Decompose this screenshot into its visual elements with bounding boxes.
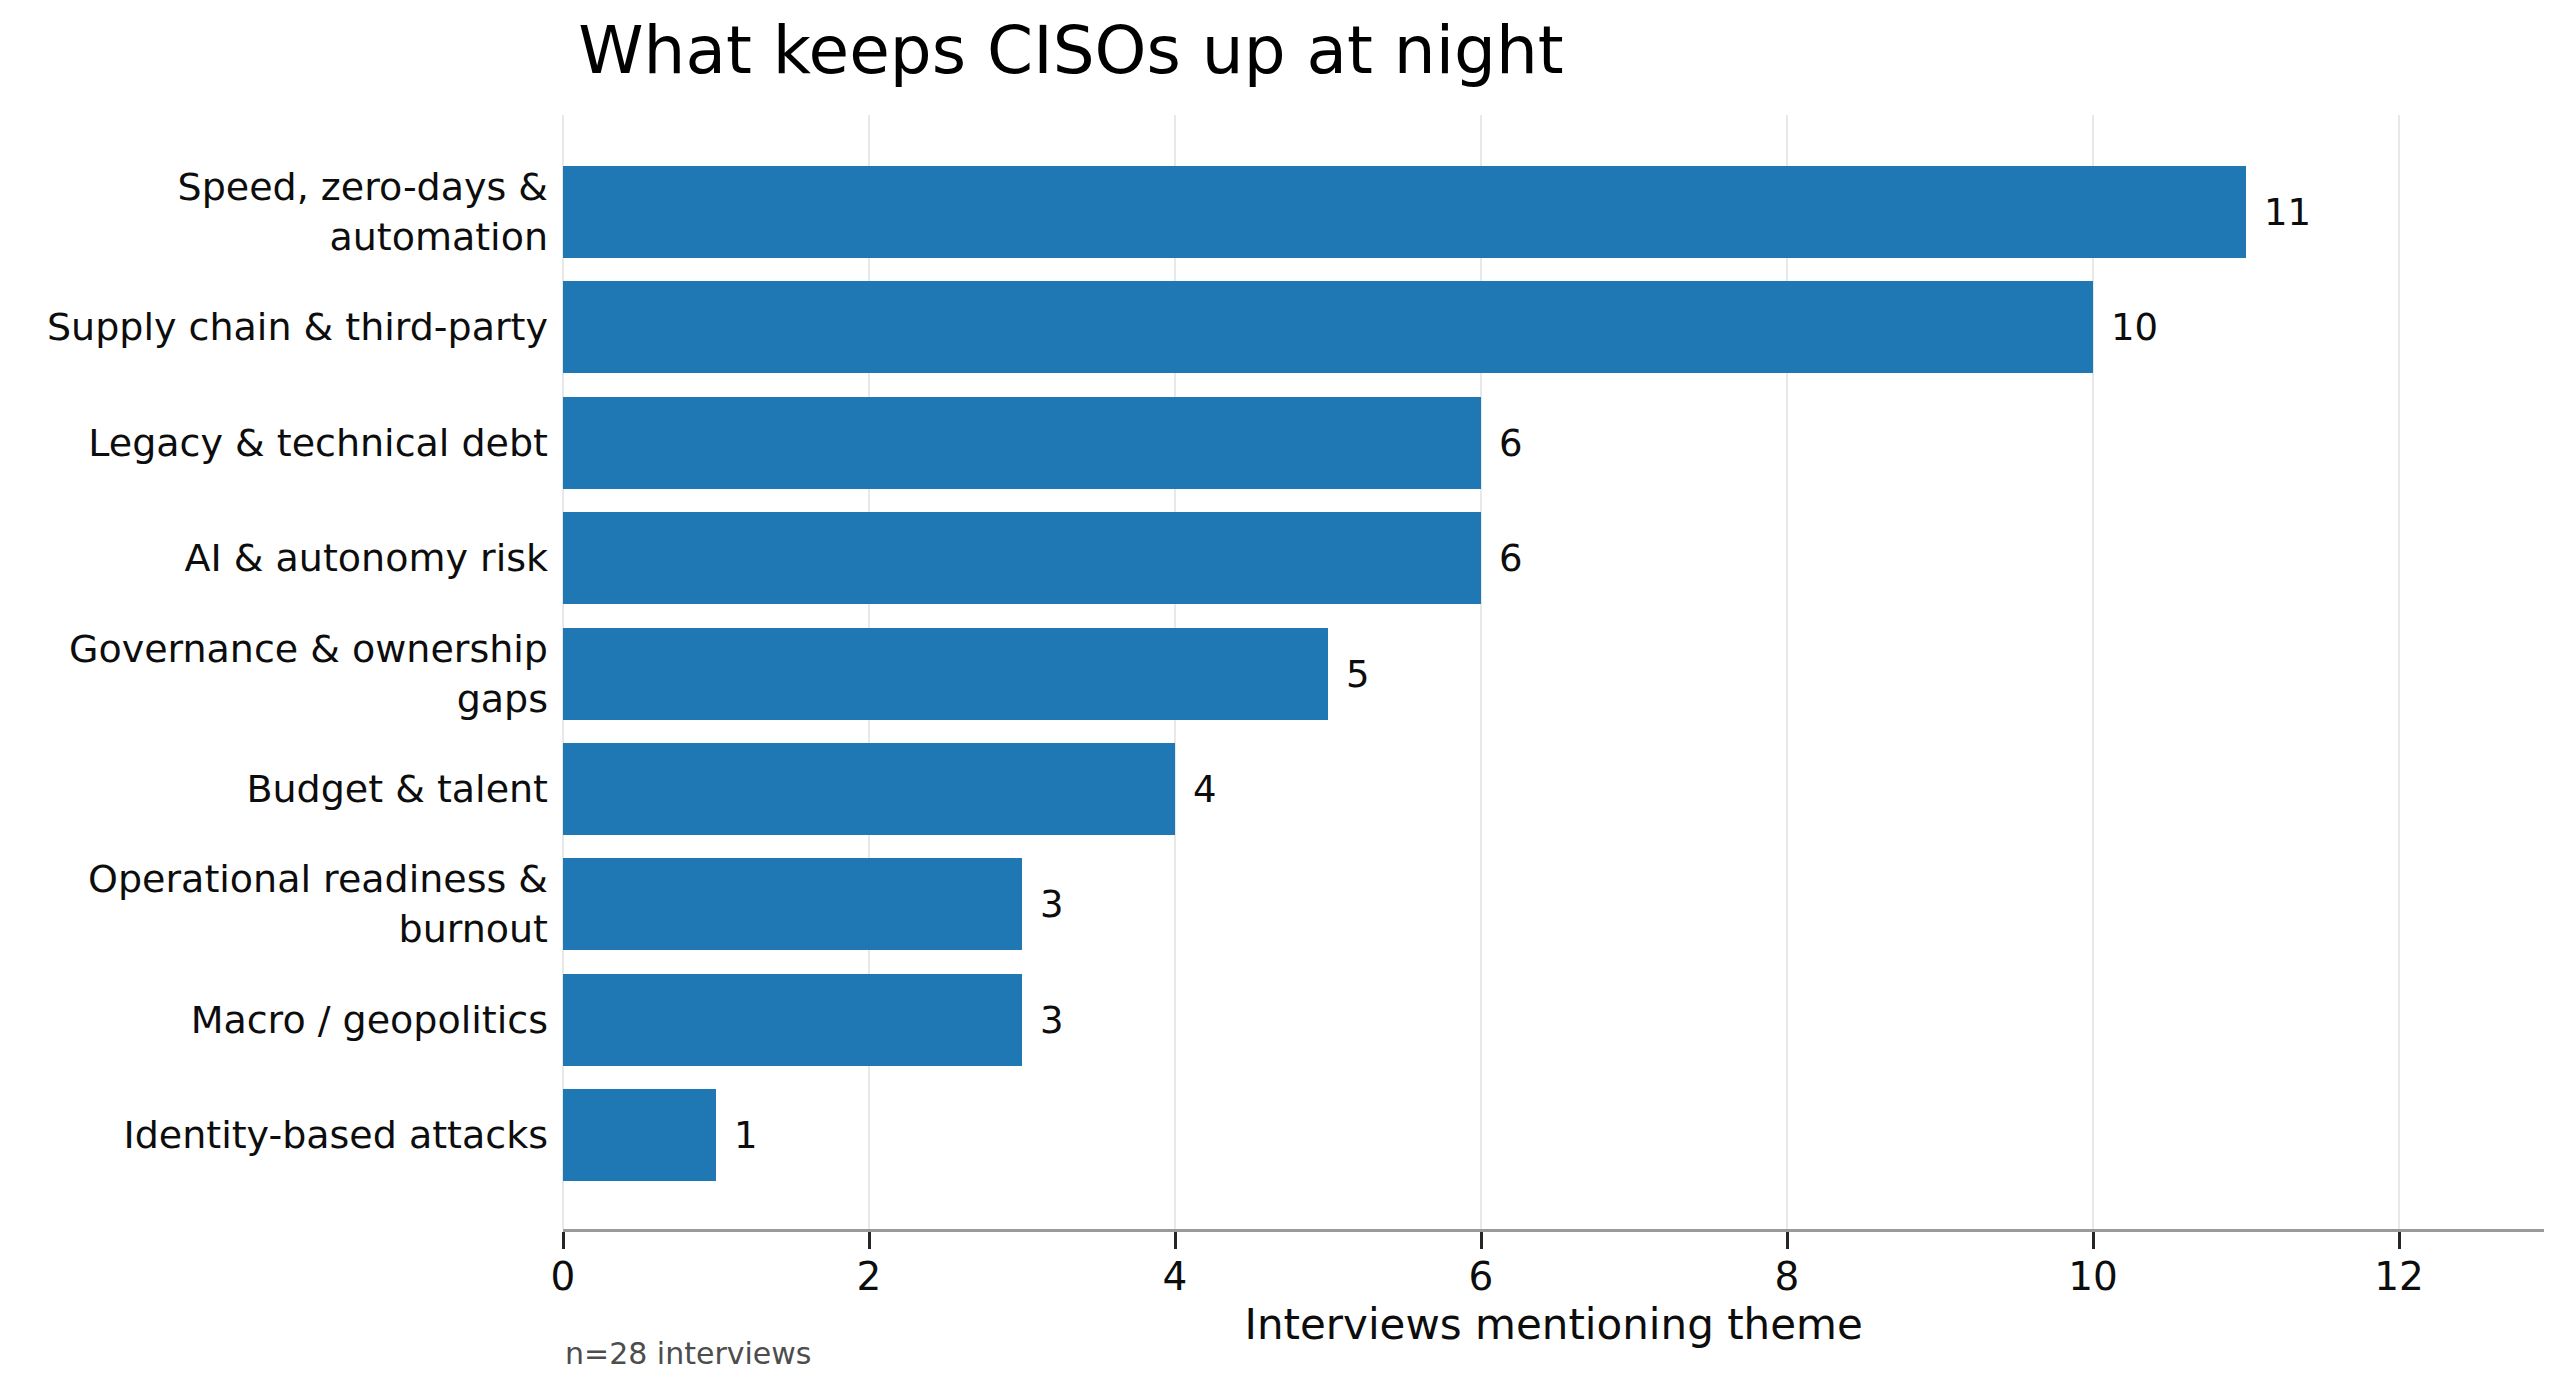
bar-value-label: 6 [1499, 537, 1523, 580]
bar [563, 974, 1022, 1066]
bar-value-label: 3 [1040, 998, 1064, 1041]
bar [563, 1089, 716, 1181]
bar-value-label: 4 [1193, 768, 1217, 811]
bar [563, 397, 1481, 489]
gridline [2398, 115, 2400, 1229]
x-axis-tick [2092, 1232, 2095, 1249]
category-label: Speed, zero-days & automation [0, 162, 548, 262]
x-axis-tick [2398, 1232, 2401, 1249]
x-axis-tick-label: 8 [1775, 1254, 1800, 1299]
bar-value-label: 1 [734, 1114, 758, 1157]
x-axis-tick-label: 4 [1163, 1254, 1188, 1299]
x-axis-tick-label: 6 [1469, 1254, 1494, 1299]
bar [563, 743, 1175, 835]
chart-title: What keeps CISOs up at night [0, 12, 2142, 89]
x-axis-tick [1174, 1232, 1177, 1249]
category-label: Legacy & technical debt [0, 418, 548, 468]
category-label: AI & autonomy risk [0, 533, 548, 583]
bar-chart-figure: What keeps CISOs up at night Speed, zero… [0, 0, 2560, 1396]
x-axis-tick [1786, 1232, 1789, 1249]
category-label: Macro / geopolitics [0, 995, 548, 1045]
x-axis-label: Interviews mentioning theme [563, 1300, 2544, 1349]
x-axis-line [563, 1229, 2544, 1232]
x-axis-tick-label: 2 [857, 1254, 882, 1299]
bar-value-label: 5 [1346, 652, 1370, 695]
x-axis-tick [868, 1232, 871, 1249]
sample-size-footnote: n=28 interviews [565, 1336, 811, 1371]
category-label: Operational readiness & burnout [0, 854, 548, 954]
x-axis-tick-label: 0 [551, 1254, 576, 1299]
category-label: Identity-based attacks [0, 1110, 548, 1160]
bar [563, 281, 2093, 373]
category-label: Governance & ownership gaps [0, 624, 548, 724]
bar-value-label: 6 [1499, 421, 1523, 464]
x-axis-tick-label: 12 [2374, 1254, 2424, 1299]
bar [563, 628, 1328, 720]
category-label: Supply chain & third-party [0, 302, 548, 352]
bar-value-label: 3 [1040, 883, 1064, 926]
bar-value-label: 10 [2111, 306, 2158, 349]
bar [563, 858, 1022, 950]
category-label: Budget & talent [0, 764, 548, 814]
x-axis-tick [1480, 1232, 1483, 1249]
x-axis-tick [562, 1232, 565, 1249]
bar [563, 512, 1481, 604]
bar [563, 166, 2246, 258]
bar-value-label: 11 [2264, 191, 2311, 234]
x-axis-tick-label: 10 [2068, 1254, 2118, 1299]
